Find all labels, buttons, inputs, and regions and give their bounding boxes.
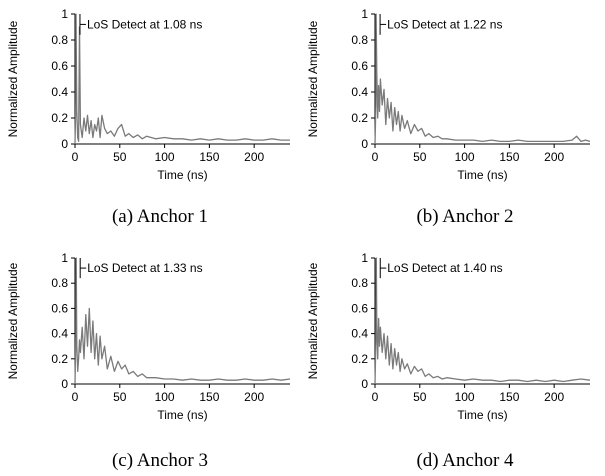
y-tick-label: 0 <box>61 377 68 391</box>
y-tick-label: 0.4 <box>351 327 368 341</box>
y-tick-label: 0.4 <box>51 327 68 341</box>
x-tick-label: 100 <box>155 390 175 404</box>
y-tick-label: 0.2 <box>351 111 368 125</box>
x-tick-label: 0 <box>372 150 379 164</box>
series-line <box>74 257 291 385</box>
y-tick-label: 1 <box>61 251 68 265</box>
panel-1: 0 0.2 0.4 0.6 0.8 1 0 50 100 150 200 Time (ns) Norma… <box>6 7 290 227</box>
panel-2: 0 0.2 0.4 0.6 0.8 1 0 50 100 150 200 Time (ns) Norma… <box>306 7 591 227</box>
y-tick-label: 1 <box>61 7 68 21</box>
x-tick-label: 50 <box>113 390 127 404</box>
y-axis-label: Normalized Amplitude <box>6 20 20 137</box>
y-tick-label: 0.6 <box>51 301 68 315</box>
y-tick-label: 0.6 <box>351 301 368 315</box>
y-tick-label: 0.2 <box>351 352 368 366</box>
y-tick-label: 0.4 <box>351 85 368 99</box>
x-tick-label: 150 <box>499 150 519 164</box>
y-axis-label: Normalized Amplitude <box>306 20 320 137</box>
x-tick-label: 50 <box>413 150 427 164</box>
x-tick-label: 200 <box>544 150 564 164</box>
panel-4: 0 0.2 0.4 0.6 0.8 1 0 50 100 150 200 Time (ns) Norma… <box>306 251 591 471</box>
y-tick-label: 0.8 <box>51 33 68 47</box>
y-tick-label: 0.8 <box>351 33 368 47</box>
x-tick-label: 150 <box>499 390 519 404</box>
series-line <box>74 13 290 145</box>
annotation-label: LoS Detect at 1.40 ns <box>387 261 502 275</box>
y-tick-label: 0.6 <box>351 59 368 73</box>
x-tick-label: 200 <box>244 150 264 164</box>
panel-3: 0 0.2 0.4 0.6 0.8 1 0 50 100 150 200 Time (ns) Norma… <box>6 251 291 471</box>
panel-caption: (a) Anchor 1 <box>112 206 208 227</box>
annotation-label: LoS Detect at 1.08 ns <box>87 17 202 31</box>
y-tick-label: 0.6 <box>51 59 68 73</box>
x-tick-label: 100 <box>155 150 175 164</box>
y-tick-label: 1 <box>361 251 368 265</box>
x-tick-label: 0 <box>72 150 79 164</box>
x-tick-label: 0 <box>372 390 379 404</box>
x-tick-label: 150 <box>199 150 219 164</box>
y-tick-label: 0.2 <box>51 352 68 366</box>
y-tick-label: 1 <box>361 7 368 21</box>
panel-caption: (c) Anchor 3 <box>112 450 208 471</box>
y-tick-label: 0 <box>361 377 368 391</box>
series-line <box>374 257 591 385</box>
y-tick-label: 0.8 <box>51 276 68 290</box>
x-tick-label: 200 <box>544 390 564 404</box>
annotation-label: LoS Detect at 1.22 ns <box>387 17 502 31</box>
x-axis-label: Time (ns) <box>157 408 207 422</box>
x-tick-label: 0 <box>72 390 79 404</box>
x-axis-label: Time (ns) <box>157 168 207 182</box>
y-tick-label: 0.4 <box>51 85 68 99</box>
y-tick-label: 0.2 <box>51 111 68 125</box>
x-axis-label: Time (ns) <box>457 168 507 182</box>
y-tick-label: 0 <box>61 137 68 151</box>
series-line <box>374 13 591 145</box>
x-tick-label: 50 <box>113 150 127 164</box>
y-tick-label: 0 <box>361 137 368 151</box>
annotation-label: LoS Detect at 1.33 ns <box>87 261 202 275</box>
y-tick-label: 0.8 <box>351 276 368 290</box>
panel-caption: (b) Anchor 2 <box>416 206 513 227</box>
x-tick-label: 150 <box>199 390 219 404</box>
x-tick-label: 100 <box>455 150 475 164</box>
x-tick-label: 200 <box>244 390 264 404</box>
x-tick-label: 100 <box>455 390 475 404</box>
y-axis-label: Normalized Amplitude <box>306 262 320 379</box>
panel-caption: (d) Anchor 4 <box>416 450 514 471</box>
y-axis-label: Normalized Amplitude <box>6 262 20 379</box>
x-tick-label: 50 <box>413 390 427 404</box>
x-axis-label: Time (ns) <box>457 408 507 422</box>
